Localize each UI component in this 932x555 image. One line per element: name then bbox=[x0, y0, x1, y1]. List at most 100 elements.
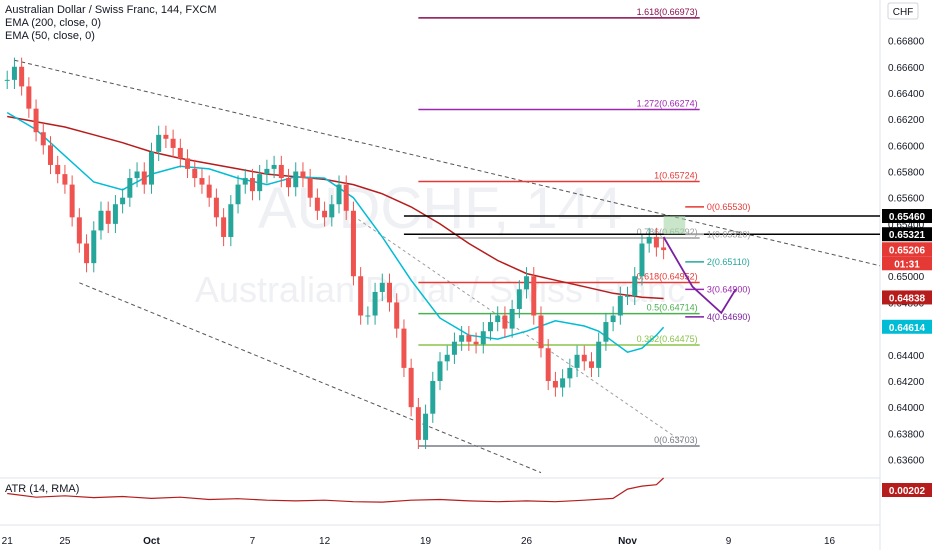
candle-body bbox=[221, 217, 227, 237]
candle-body bbox=[329, 204, 335, 218]
x-tick-label: 12 bbox=[319, 536, 331, 547]
candle-body bbox=[560, 378, 566, 388]
y-tick-label: 0.64200 bbox=[888, 377, 925, 388]
y-tick-label: 0.65000 bbox=[888, 272, 925, 283]
candle-body bbox=[47, 145, 53, 165]
candle-body bbox=[11, 66, 17, 80]
atr-value-tag bbox=[882, 483, 932, 497]
candle-body bbox=[617, 295, 623, 316]
candle-body bbox=[69, 184, 75, 218]
price-axis-tag-label: 0.64838 bbox=[889, 293, 926, 304]
candle-body bbox=[596, 341, 602, 368]
candle-body bbox=[177, 147, 183, 159]
candle-body bbox=[293, 171, 299, 188]
candle-body bbox=[538, 315, 544, 349]
fib-level-label: 1(0.65724) bbox=[654, 170, 698, 180]
candle-body bbox=[661, 247, 667, 251]
candle-body bbox=[430, 380, 436, 414]
target-level-label: 0(0.65530) bbox=[707, 202, 751, 212]
price-axis-tag bbox=[882, 227, 932, 242]
candle-body bbox=[516, 289, 522, 309]
price-axis-tag bbox=[882, 242, 932, 257]
candle-body bbox=[588, 361, 594, 368]
y-tick-label: 0.63800 bbox=[888, 429, 925, 440]
currency-label: CHF bbox=[893, 7, 914, 18]
candle-body bbox=[314, 197, 320, 211]
candle-body bbox=[387, 282, 393, 303]
candle-body bbox=[40, 132, 46, 146]
fib-trend-line bbox=[353, 215, 686, 445]
candle-body bbox=[91, 230, 97, 264]
atr-line bbox=[7, 477, 665, 503]
candle-body bbox=[509, 308, 515, 329]
candle-body bbox=[365, 315, 371, 317]
candle-body bbox=[567, 367, 573, 379]
atr-label: ATR (14, RMA) bbox=[5, 483, 79, 495]
price-axis-tag bbox=[882, 209, 932, 224]
candle-body bbox=[55, 164, 61, 175]
target-level-label: 2(0.65110) bbox=[707, 257, 750, 267]
price-axis-tag-label: 0.65321 bbox=[889, 230, 926, 241]
candle-body bbox=[300, 171, 306, 179]
candle-body bbox=[610, 315, 616, 323]
candle-body bbox=[581, 354, 587, 362]
x-tick-label: 25 bbox=[59, 536, 71, 547]
candle-body bbox=[394, 302, 400, 329]
candle-body bbox=[473, 341, 479, 345]
candle-body bbox=[4, 79, 10, 81]
x-tick-label: 16 bbox=[824, 536, 836, 547]
target-level-label: 3(0.64900) bbox=[707, 284, 751, 294]
price-axis-tag bbox=[882, 290, 932, 305]
price-axis-tag-label: 0.65206 bbox=[889, 245, 926, 256]
candle-body bbox=[163, 134, 169, 139]
fib-level-label: 1.618(0.66973) bbox=[637, 7, 698, 17]
price-axis-tag-label: 01:31 bbox=[894, 259, 920, 270]
candle-body bbox=[423, 413, 429, 440]
channel-trendline bbox=[14, 59, 881, 267]
candle-body bbox=[264, 168, 270, 175]
price-axis-tag-label: 0.65460 bbox=[889, 212, 926, 223]
candle-body bbox=[84, 243, 90, 264]
candle-body bbox=[242, 178, 248, 185]
y-tick-label: 0.66000 bbox=[888, 141, 925, 152]
x-tick-label: Nov bbox=[618, 536, 637, 547]
candle-body bbox=[278, 164, 284, 179]
candle-body bbox=[379, 282, 385, 292]
candle-body bbox=[105, 210, 111, 224]
y-tick-label: 0.63600 bbox=[888, 456, 925, 467]
y-tick-label: 0.64400 bbox=[888, 351, 925, 362]
fib-level-label: 0.5(0.64714) bbox=[647, 303, 698, 313]
fib-level-label: 0.382(0.64475) bbox=[637, 334, 698, 344]
candle-body bbox=[206, 184, 212, 198]
fib-level-label: 0.618(0.64952) bbox=[637, 272, 698, 282]
candle-body bbox=[62, 174, 68, 185]
candle-body bbox=[170, 138, 176, 148]
candle-body bbox=[156, 134, 162, 152]
candle-body bbox=[120, 197, 126, 205]
candle-body bbox=[257, 174, 263, 192]
x-tick-label: 19 bbox=[420, 536, 432, 547]
candle-body bbox=[33, 108, 39, 133]
candle-body bbox=[531, 276, 537, 316]
candle-body bbox=[228, 204, 234, 237]
candle-body bbox=[653, 236, 659, 248]
candle-body bbox=[639, 243, 645, 277]
candle-body bbox=[199, 178, 205, 185]
y-tick-label: 0.65600 bbox=[888, 194, 925, 205]
candle-body bbox=[343, 184, 349, 211]
candle-body bbox=[19, 66, 25, 87]
candle-body bbox=[213, 197, 219, 218]
candle-body bbox=[444, 354, 450, 362]
candle-body bbox=[148, 151, 154, 185]
y-tick-label: 0.66800 bbox=[888, 37, 925, 48]
candle-body bbox=[574, 354, 580, 368]
y-tick-label: 0.65800 bbox=[888, 168, 925, 179]
channel-trendline bbox=[79, 282, 542, 474]
chart-legend: Australian Dollar / Swiss Franc, 144, FX… bbox=[5, 4, 217, 43]
legend-ema50: EMA (50, close, 0) bbox=[5, 30, 95, 42]
y-tick-label: 0.64000 bbox=[888, 403, 925, 414]
candle-body bbox=[495, 315, 501, 323]
